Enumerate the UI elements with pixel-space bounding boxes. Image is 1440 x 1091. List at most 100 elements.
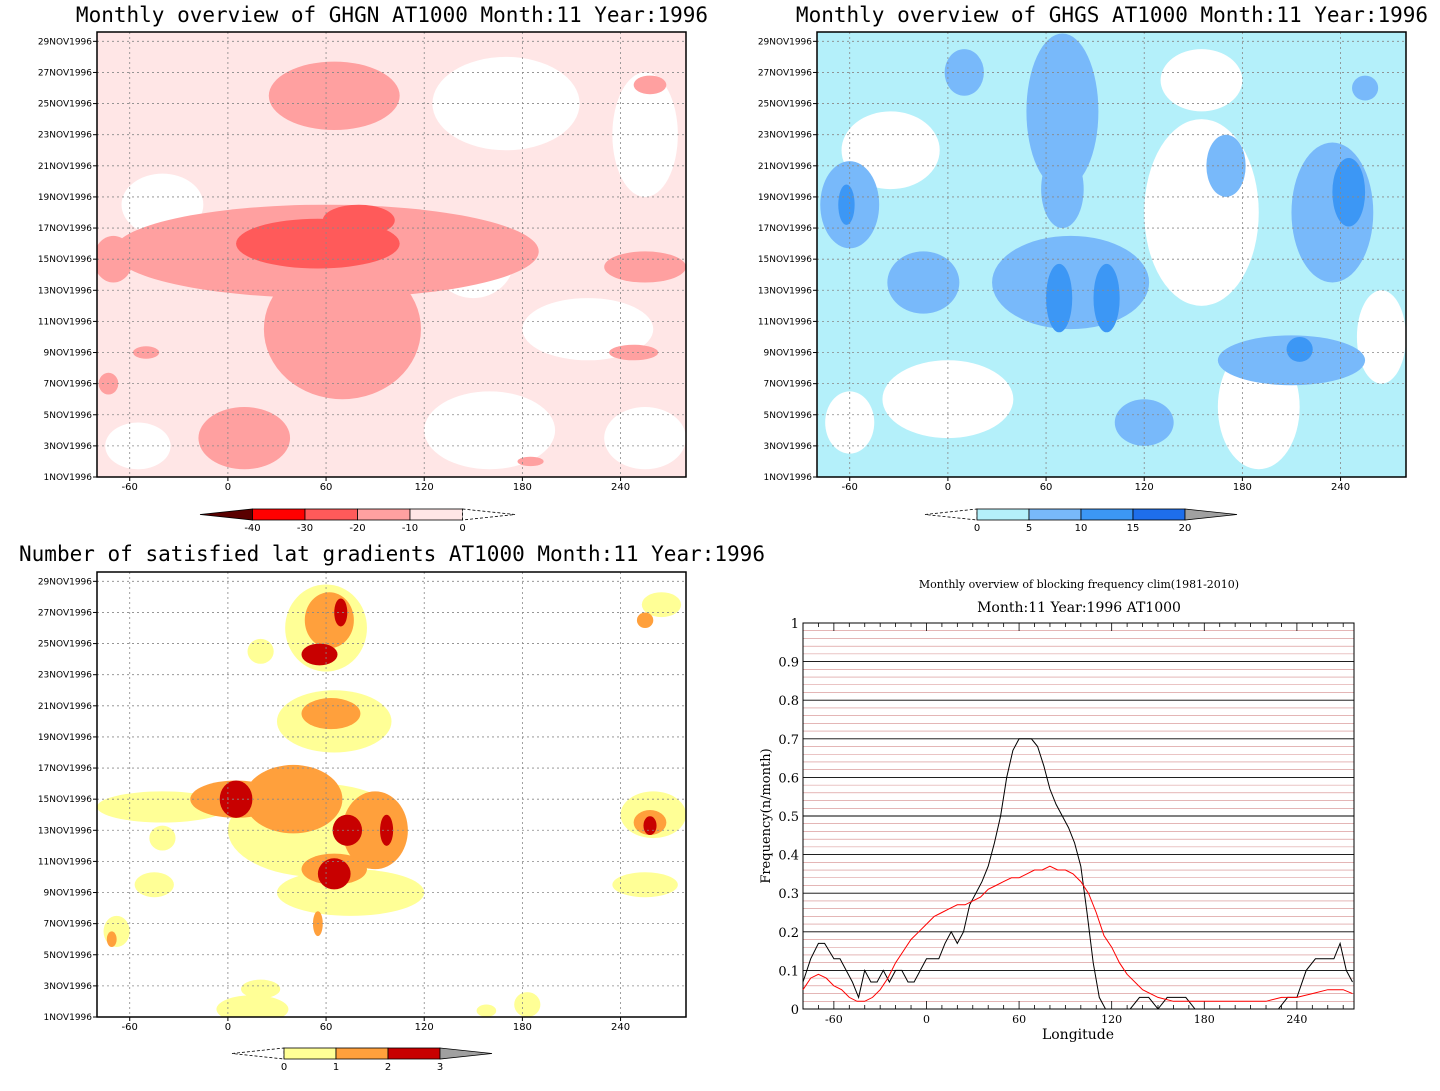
chart-title: Number of satisfied lat gradients AT1000… [19,542,765,566]
y-tick-label: 0.6 [778,771,799,786]
y-tick-label: 21NOV1996 [758,162,812,172]
contour-blob-7 [1217,335,1366,386]
y-tick-label: 1NOV1996 [44,1013,93,1023]
y-tick-label: 13NOV1996 [758,286,812,296]
x-tick-label: 120 [1101,1013,1122,1026]
white-patch-5 [1160,49,1243,112]
contour-blob-28 [380,814,394,846]
x-tick-label: 240 [611,482,630,493]
y-tick-label: 17NOV1996 [758,224,812,234]
colorbar-arrow-left [231,1047,285,1060]
colorbar-label: -30 [297,523,313,534]
y-tick-label: 23NOV1996 [38,131,92,141]
contour-blob-18 [342,791,408,870]
y-tick-label: 21NOV1996 [38,162,92,172]
contour-blob-24 [106,931,117,947]
plot-frame [802,622,1355,1010]
x-tick-label: 180 [513,1022,532,1033]
contour-blob-11 [240,979,281,999]
y-tick-label: 13NOV1996 [38,826,92,836]
colorbar-swatch [976,508,1030,521]
y-tick-label: 13NOV1996 [38,286,92,296]
contour-blob-32 [643,816,657,835]
y-tick-label: 7NOV1996 [44,380,93,390]
colorbar-arrow-right [462,508,516,521]
colorbar-swatch [357,508,411,521]
colorbar-swatch [1080,508,1134,521]
x-tick-label: 240 [1331,482,1350,493]
gridlines [817,32,1406,477]
chart-title: Monthly overview of GHGN AT1000 Month:11… [76,3,708,27]
contour-blob-5 [944,49,984,96]
contour-blob-15 [1286,336,1313,362]
contour-blob-2 [1041,150,1084,229]
y-tick-label: 27NOV1996 [38,68,92,78]
colorbar-label: 10 [1075,523,1088,534]
y-tick-label: 11NOV1996 [758,317,812,327]
y-tick-label: 0 [791,1003,799,1018]
y-tick-label: 17NOV1996 [38,224,92,234]
x-tick-label: 0 [225,482,231,493]
y-tick-label: 25NOV1996 [38,100,92,110]
colorbar-swatch [1132,508,1186,521]
background-hatch [803,630,1354,1002]
y-tick-label: 0.9 [778,656,799,671]
colorbar-arrow-left [924,508,978,521]
y-tick-label: 29NOV1996 [38,577,92,587]
series-line-1 [802,738,1353,1010]
contour-field [817,32,1406,477]
colorbar-label: 0 [281,1062,287,1073]
contour-blob-14 [1332,158,1366,227]
contour-blob-8 [1206,134,1246,197]
white-patch-0 [432,56,580,151]
contour-blob-8 [134,872,174,898]
y-tick-label: 23NOV1996 [758,131,812,141]
colorbar-arrow-right [1184,508,1238,521]
contour-blob-13 [838,184,855,225]
x-tick-label: 240 [611,1022,630,1033]
contour-blob-14 [247,638,274,664]
gridlines [97,32,686,477]
line-chart-panel: -60 0 60 120 180 240 0 0.1 0.2 0.3 0.4 0.5 0.6 0.7 0.8… [759,578,1355,1043]
y-tick-label: 29NOV1996 [38,37,92,47]
contour-field [97,32,686,477]
y-tick-label: 19NOV1996 [38,193,92,203]
y-axis-label: Frequency(n/month) [759,748,774,883]
x-tick-label: 60 [320,1022,333,1033]
colorbar-swatch [335,1047,389,1060]
x-tick-label: 0 [225,1022,231,1033]
contour-blob-7 [641,592,682,618]
heatmap-panel-3: -60 0 60 120 180 2401NOV19963NOV19965NOV19967… [19,542,765,1073]
y-tick-label: 9NOV1996 [764,349,813,359]
y-tick-label: 3NOV1996 [44,982,93,992]
y-tick-label: 0.5 [778,810,799,825]
colorbar: 0 5 10 15 20 [924,508,1238,534]
colorbar-label: -40 [244,523,260,534]
colorbar-swatch [304,508,358,521]
y-tick-label: 0.8 [778,694,799,709]
contour-blob-7 [97,235,133,283]
colorbar-arrow-left [199,508,253,521]
colorbar-label: 0 [459,523,465,534]
x-axis-label: Longitude [1042,1027,1114,1043]
contour-blob-12 [322,204,395,236]
plot-frame [96,31,687,478]
y-tick-label: 3NOV1996 [764,442,813,452]
chart-title: Monthly overview of GHGS AT1000 Month:11… [796,3,1428,27]
y-tick-label: 7NOV1996 [44,920,93,930]
y-tick-label: 17NOV1996 [38,764,92,774]
contour-blob-9 [132,346,160,359]
contour-blob-20 [304,592,354,649]
y-tick-label: 1NOV1996 [44,473,93,483]
y-tick-label: 0.2 [778,926,799,941]
x-tick-label: 60 [1040,482,1053,493]
colorbar-label: 0 [974,523,980,534]
x-tick-label: 0 [945,482,951,493]
contour-blob-1 [263,259,421,400]
y-tick-label: 0.3 [778,887,799,902]
contour-blob-6 [633,75,667,95]
x-tick-label: 180 [1194,1013,1215,1026]
colorbar: 0 1 2 3 [231,1047,493,1073]
x-tick-label: -60 [842,482,858,493]
